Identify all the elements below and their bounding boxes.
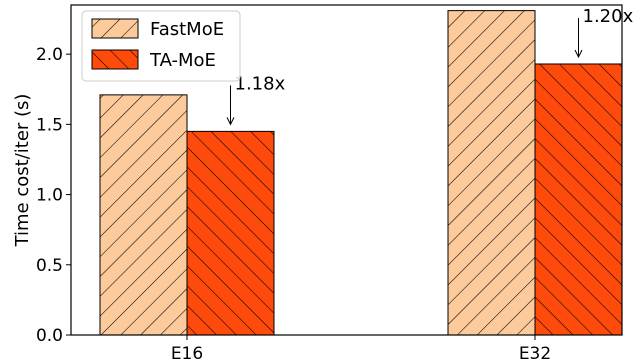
x-axis: E16 E32: [171, 335, 551, 364]
bars: [99, 10, 623, 336]
bar-hatch-e32-ta-moe: [534, 63, 623, 336]
bar-hatch-e32-fastmoe: [447, 10, 536, 336]
y-axis: 0.0 0.5 1.0 1.5 2.0: [36, 45, 71, 346]
y-tick-label-0.0: 0.0: [36, 326, 63, 346]
legend-label-ta-moe: TA-MoE: [149, 50, 216, 71]
annotation-arrowhead-e32: [574, 49, 583, 59]
bar-hatch-e16-ta-moe: [186, 130, 275, 336]
x-tick-label-e16: E16: [171, 344, 203, 364]
annotation-label-e32: 1.20x: [583, 6, 634, 27]
legend-label-fastmoe: FastMoE: [150, 19, 224, 40]
legend-item-fastmoe: FastMoE: [91, 18, 224, 40]
bar-hatch-e16-fastmoe: [99, 94, 188, 336]
y-axis-title: Time cost/iter (s): [12, 94, 33, 248]
y-tick-label-0.5: 0.5: [36, 256, 63, 276]
legend: FastMoE TA-MoE: [81, 10, 241, 82]
annotation-arrowhead-e16: [226, 117, 235, 126]
legend-item-ta-moe: TA-MoE: [91, 49, 216, 71]
y-tick-label-2.0: 2.0: [36, 45, 63, 65]
plot-frame: [70, 4, 623, 336]
annotations: 1.18x 1.20x: [226, 6, 634, 126]
x-tick-label-e32: E32: [519, 344, 551, 364]
legend-hatch-ta-moe: [91, 49, 139, 70]
legend-hatch-fastmoe: [91, 18, 139, 39]
y-tick-label-1.0: 1.0: [36, 186, 63, 206]
y-tick-label-1.5: 1.5: [36, 115, 63, 135]
annotation-label-e16: 1.18x: [235, 73, 286, 94]
